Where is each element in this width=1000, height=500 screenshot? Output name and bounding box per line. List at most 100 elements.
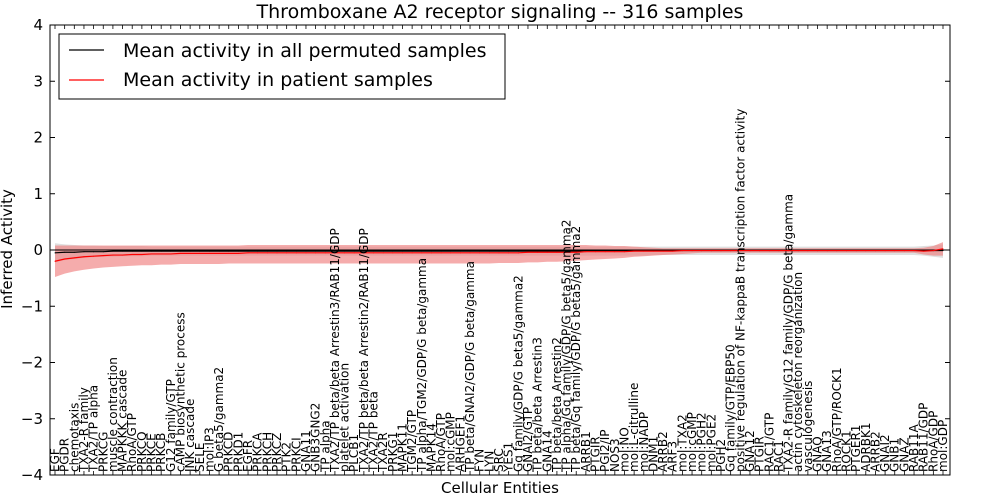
line-patient-point (913, 250, 915, 252)
category-label: PRKD1 (231, 432, 245, 472)
line-permuted-point (382, 250, 384, 252)
series-lines (54, 248, 944, 262)
line-permuted-point (508, 250, 510, 252)
line-patient-point (488, 252, 490, 254)
line-permuted-point (353, 250, 355, 252)
line-patient-point (430, 252, 432, 254)
legend-box (58, 33, 506, 100)
line-patient-point (469, 252, 471, 254)
line-permuted-point (373, 250, 375, 252)
category-label: RAB11/GDP (917, 403, 931, 472)
line-patient-point (836, 250, 838, 252)
line-patient-point (228, 252, 230, 254)
y-tick-label: 1 (33, 185, 43, 203)
category-label: EGFR (241, 440, 255, 472)
category-label: GNB3GNG2 (309, 403, 323, 472)
category-label: GNAZ (897, 437, 911, 472)
confidence-bands (55, 242, 943, 277)
category-label: YES1 (502, 442, 516, 473)
line-patient-point (556, 251, 558, 253)
line-permuted-point (151, 250, 153, 252)
y-axis-label: Inferred Activity (0, 189, 16, 309)
line-patient-point (112, 254, 114, 256)
line-patient-point (208, 252, 210, 254)
category-label: PRKCA (251, 432, 265, 472)
line-patient-point (392, 252, 394, 254)
line-patient-point (942, 248, 944, 250)
line-patient-point (315, 252, 317, 254)
line-permuted-point (604, 250, 606, 252)
line-permuted-point (102, 251, 104, 253)
line-patient-point (701, 250, 703, 252)
line-permuted-point (450, 250, 452, 252)
category-label: RhoA/GTP/ROCK1 (830, 367, 844, 472)
line-patient-point (817, 250, 819, 252)
category-label: GNA12 (743, 430, 757, 472)
line-patient-point (566, 251, 568, 253)
category-label: EGF (48, 448, 62, 472)
y-tick-label: 2 (33, 129, 43, 147)
line-permuted-point (305, 250, 307, 252)
line-patient-point (614, 251, 616, 253)
line-patient-point (585, 251, 587, 253)
line-patient-point (276, 252, 278, 254)
line-patient-point (83, 256, 85, 258)
category-label: RAC1 (772, 440, 786, 472)
line-patient-point (652, 250, 654, 252)
category-label: PRKCD (222, 432, 236, 472)
category-label: NOS3 (608, 438, 622, 472)
line-permuted-point (315, 250, 317, 252)
line-patient-point (691, 250, 693, 252)
line-patient-point (739, 250, 741, 252)
y-tick-label: 0 (33, 241, 43, 259)
line-patient-point (421, 252, 423, 254)
line-patient-point (720, 250, 722, 252)
category-label: mol:cGMP (685, 412, 699, 472)
line-patient-point (334, 252, 336, 254)
category-label: mol:NADP (637, 412, 651, 472)
line-permuted-point (942, 250, 944, 252)
category-label: PRKG1 (386, 432, 400, 472)
category-label: PGDR (58, 438, 72, 472)
line-patient-point (643, 250, 645, 252)
category-label: TP beta/GNAI2/GDP/G beta/gamma (463, 261, 477, 473)
category-label: GNAI2 (878, 434, 892, 472)
x-axis-label: Cellular Entities (441, 479, 559, 497)
category-label: SRC (492, 448, 506, 472)
line-permuted-point (122, 250, 124, 252)
line-patient-point (759, 250, 761, 252)
category-label: PTGER1 (849, 425, 863, 472)
line-patient-point (855, 250, 857, 252)
y-tick-label: −3 (21, 410, 43, 428)
y-tick-label: 4 (33, 16, 43, 34)
line-permuted-point (479, 250, 481, 252)
category-label: TXA2/TP beta/beta Arrestin3/RAB11/GDP (328, 228, 342, 473)
line-permuted-point (392, 250, 394, 252)
line-patient-point (218, 252, 220, 254)
line-patient-point (672, 250, 674, 252)
category-label: MAPK11 (395, 423, 409, 472)
category-label: FYN (473, 449, 487, 472)
line-patient-point (623, 251, 625, 253)
line-patient-point (884, 250, 886, 252)
category-label: MAPKKK cascade (116, 370, 130, 472)
category-label: PRKCE (145, 433, 159, 472)
line-patient-point (401, 252, 403, 254)
category-label: PRKCI (289, 437, 303, 472)
category-label: MAPK14 (424, 423, 438, 472)
line-patient-point (382, 252, 384, 254)
category-label: mol:PGE2 (704, 414, 718, 472)
line-patient-point (286, 252, 288, 254)
line-permuted-point (537, 250, 539, 252)
line-patient-point (373, 252, 375, 254)
line-permuted-point (179, 250, 181, 252)
line-permuted-point (83, 251, 85, 253)
line-patient-point (923, 250, 925, 252)
category-label: GNAI2/GTP (521, 407, 535, 472)
line-permuted-point (459, 250, 461, 252)
line-permuted-point (324, 250, 326, 252)
category-label: TGM2/GTP (405, 410, 419, 473)
category-label: TP alpha/Gq family/GDP/G beta5/gamma2 (560, 219, 574, 473)
line-patient-point (93, 255, 95, 257)
line-permuted-point (131, 250, 133, 252)
